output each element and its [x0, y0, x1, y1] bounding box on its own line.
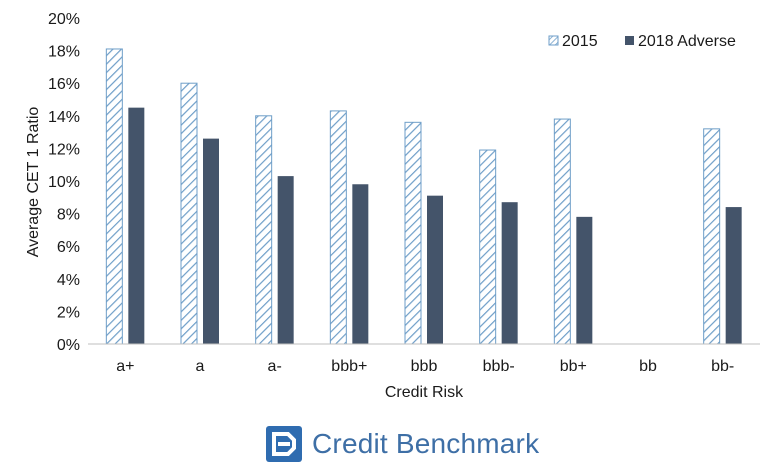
legend-label-2015: 2015	[562, 33, 598, 50]
y-tick-label: 4%	[57, 272, 80, 289]
y-tick-label: 16%	[48, 76, 80, 93]
y-tick-label: 18%	[48, 44, 80, 61]
legend-swatch-2015	[548, 35, 559, 46]
x-axis-tick-labels: a+ a a-bbb+ bbb bbb-bb+ bb bb-	[116, 358, 734, 375]
legend: 2015 2018 Adverse	[548, 33, 736, 50]
credit-benchmark-logo-icon	[266, 426, 302, 462]
x-tick-label: bb	[639, 358, 657, 375]
x-tick-label: bbb-	[483, 358, 515, 375]
bar-2018-adverse-bb-	[725, 207, 742, 344]
bar-2018-adverse-bb+	[576, 216, 593, 344]
x-tick-label: a+	[116, 358, 134, 375]
bar-chart: 0% 2% 4% 6% 8% 10% 12% 14% 16% 18% 20% a+ a a-bbb+ bb…	[25, 11, 760, 401]
y-tick-label: 12%	[48, 141, 80, 158]
bars-group	[105, 48, 742, 345]
bar-2015-bbb-	[479, 149, 497, 345]
bar-2018-adverse-bbb-	[501, 202, 518, 344]
y-tick-label: 2%	[57, 304, 80, 321]
x-tick-label: bb+	[560, 358, 587, 375]
brand: Credit Benchmark	[266, 424, 539, 464]
bar-2015-a-	[255, 115, 273, 345]
legend-swatch-2018-adverse	[625, 36, 634, 45]
bar-2018-adverse-bbb	[427, 195, 443, 344]
x-axis-title: Credit Risk	[385, 384, 464, 401]
x-tick-label: bb-	[711, 358, 734, 375]
bar-2015-bb+	[553, 118, 571, 345]
y-tick-label: 6%	[57, 239, 80, 256]
x-tick-label: bbb+	[331, 358, 367, 375]
bar-2018-adverse-a	[203, 138, 219, 344]
y-tick-label: 8%	[57, 207, 80, 224]
bar-2015-bbb	[404, 121, 422, 345]
bar-2015-bbb+	[329, 110, 347, 345]
bar-2018-adverse-bbb+	[352, 184, 369, 344]
bar-2015-a	[180, 82, 198, 345]
legend-label-2018-adverse: 2018 Adverse	[638, 33, 736, 50]
bar-2015-a+	[105, 48, 123, 345]
y-tick-label: 14%	[48, 109, 80, 126]
bar-2018-adverse-a+	[128, 107, 145, 345]
y-axis-title: Average CET 1 Ratio	[25, 107, 42, 258]
y-axis-tick-labels: 0% 2% 4% 6% 8% 10% 12% 14% 16% 18% 20%	[48, 11, 80, 354]
bar-2018-adverse-a-	[277, 176, 294, 344]
y-tick-label: 20%	[48, 11, 80, 28]
bar-2015-bb-	[703, 128, 721, 345]
brand-name: Credit Benchmark	[312, 428, 540, 459]
x-tick-label: a-	[268, 358, 282, 375]
x-tick-label: a	[196, 358, 205, 375]
y-tick-label: 10%	[48, 174, 80, 191]
x-tick-label: bbb	[411, 358, 438, 375]
y-tick-label: 0%	[57, 337, 80, 354]
